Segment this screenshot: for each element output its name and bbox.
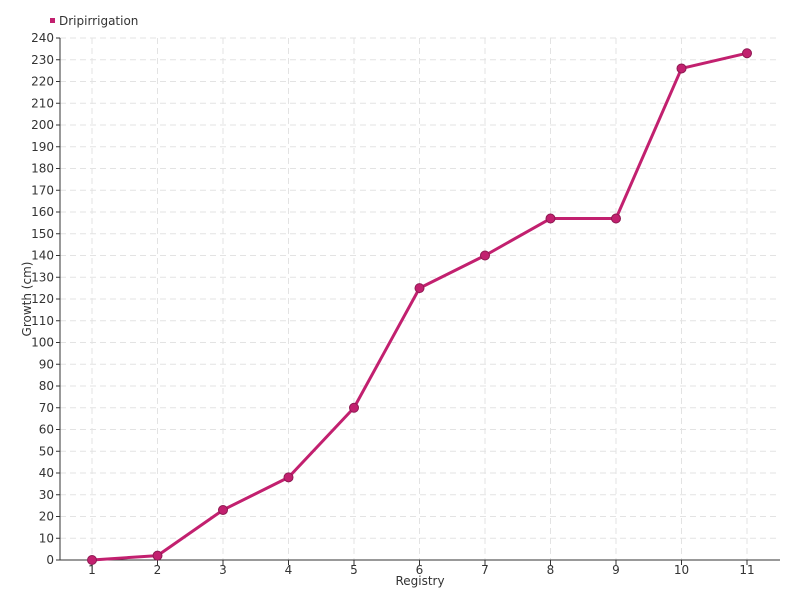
x-tick-label: 3	[219, 563, 227, 577]
y-tick-label: 210	[31, 96, 54, 110]
data-point	[349, 402, 359, 413]
y-axis-title: Growth (cm)	[20, 262, 34, 337]
y-tick-label: 120	[31, 292, 54, 306]
legend-label: Dripirrigation	[59, 14, 138, 28]
y-tick-label: 220	[31, 75, 54, 89]
x-tick-label: 1	[88, 563, 96, 577]
y-tick-label: 30	[39, 488, 54, 502]
data-point	[87, 555, 97, 565]
y-tick-label: 110	[31, 314, 54, 328]
y-tick-label: 40	[39, 466, 54, 480]
x-tick-label: 8	[547, 563, 555, 577]
x-tick-label: 6	[416, 563, 424, 577]
x-tick-label: 5	[350, 563, 358, 577]
y-tick-label: 140	[31, 249, 54, 263]
y-tick-label: 200	[31, 118, 54, 132]
y-axis-ticks: 0 10 20 30 40 50 60 70 80 90 100 110 120 130 140 150 160…	[31, 31, 60, 567]
y-tick-label: 60	[39, 423, 54, 437]
legend-swatch	[50, 18, 55, 23]
y-tick-label: 130	[31, 270, 54, 284]
y-tick-label: 190	[31, 140, 54, 154]
x-tick-label: 10	[674, 563, 689, 577]
y-tick-label: 80	[39, 379, 54, 393]
data-point	[676, 63, 687, 74]
y-tick-label: 170	[31, 183, 54, 197]
data-point	[742, 48, 752, 59]
x-tick-label: 9	[612, 563, 620, 577]
y-tick-label: 70	[39, 401, 54, 415]
data-point	[414, 283, 425, 294]
y-tick-label: 50	[39, 444, 54, 458]
x-tick-label: 4	[285, 563, 293, 577]
legend: Dripirrigation	[50, 14, 138, 28]
data-point	[218, 504, 228, 515]
series-layer	[87, 48, 752, 565]
data-point	[545, 213, 556, 224]
y-tick-label: 20	[39, 510, 54, 524]
x-axis-title: Registry	[395, 574, 444, 588]
x-tick-label: 2	[154, 563, 162, 577]
data-point	[611, 213, 621, 224]
data-point	[152, 550, 163, 561]
y-tick-label: 240	[31, 31, 54, 45]
y-tick-label: 100	[31, 336, 54, 350]
y-tick-label: 230	[31, 53, 54, 67]
grid	[60, 37, 780, 560]
y-tick-label: 150	[31, 227, 54, 241]
y-tick-label: 90	[39, 357, 54, 371]
x-tick-label: 11	[739, 563, 754, 577]
y-tick-label: 160	[31, 205, 54, 219]
data-point	[283, 472, 294, 483]
data-point	[480, 250, 490, 261]
x-axis-ticks: 1 2 3 4 5 6 7 8 9 10 11	[88, 560, 755, 577]
y-tick-label: 0	[46, 553, 54, 567]
y-tick-label: 10	[39, 531, 54, 545]
x-tick-label: 7	[481, 563, 489, 577]
y-tick-label: 180	[31, 162, 54, 176]
